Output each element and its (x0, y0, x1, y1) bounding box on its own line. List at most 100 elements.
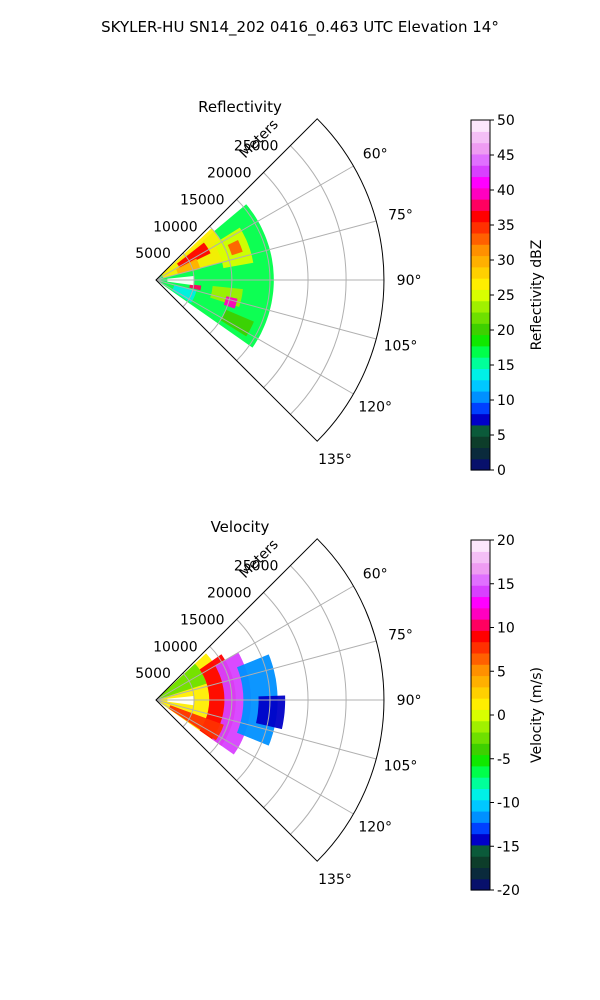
colorbar-swatch (471, 266, 490, 279)
azimuth-gridline (155, 699, 377, 760)
colorbar-swatch (471, 856, 490, 869)
colorbar-swatch (471, 675, 490, 688)
colorbar-tick-label: -15 (497, 839, 520, 855)
radial-tick-label: 20000 (207, 166, 252, 182)
colorbar-swatch (471, 300, 490, 313)
colorbar-swatch (471, 822, 490, 835)
colorbar-swatch (471, 436, 490, 449)
azimuth-gridline (155, 585, 354, 701)
angle-tick-label: 120° (358, 400, 392, 416)
angle-tick-label: 90° (397, 273, 422, 289)
colorbar-swatch (471, 810, 490, 823)
colorbar-swatch (471, 664, 490, 677)
radial-tick-label: 25000 (234, 139, 279, 155)
echo-region (177, 242, 211, 269)
colorbar-swatch (471, 447, 490, 460)
colorbar-tick-label: 15 (497, 358, 515, 374)
figure-title: SKYLER-HU SN14_202 0416_0.463 UTC Elevat… (101, 18, 499, 37)
radial-tick-label: 25000 (234, 559, 279, 575)
colorbar-tick-label: 0 (497, 463, 506, 479)
colorbar-tick-label: 10 (497, 621, 515, 637)
colorbar-swatch (471, 402, 490, 415)
colorbar-swatch (471, 289, 490, 302)
colorbar-swatch (471, 357, 490, 369)
angle-tick-label: 75° (388, 628, 413, 644)
colorbar-swatch (471, 844, 490, 857)
angle-tick-label: 60° (363, 567, 388, 583)
radial-tick-label: 15000 (180, 612, 225, 628)
colorbar-tick-label: 35 (497, 218, 515, 234)
colorbar-swatch (471, 458, 490, 471)
colorbar-tick-label: 20 (497, 533, 515, 549)
colorbar-swatch (471, 120, 490, 132)
echo-region (156, 663, 207, 700)
angle-tick-label: 105° (384, 339, 418, 355)
colorbar-swatch (471, 540, 490, 552)
colorbar-swatch (471, 131, 490, 144)
colorbar-swatch (471, 221, 490, 234)
angle-tick-label: 135° (318, 872, 352, 888)
sector-frame (155, 538, 385, 862)
colorbar-swatch (471, 244, 490, 257)
colorbar-tick-label: -10 (497, 796, 520, 812)
colorbar-tick-label: -5 (497, 752, 511, 768)
echo-region (189, 284, 202, 291)
azimuth-gridline (155, 699, 354, 815)
radial-tick-label: 5000 (135, 246, 171, 262)
colorbar-swatch (471, 413, 490, 426)
azimuth-gridline (155, 279, 377, 340)
colorbar-tick-label: 40 (497, 183, 515, 199)
azimuth-gridline (155, 279, 354, 395)
colorbar-tick-label: 5 (497, 428, 506, 444)
radial-tick-label: 10000 (153, 639, 198, 655)
colorbar-swatch (471, 187, 490, 200)
colorbar-swatch (471, 232, 490, 245)
sector-frame (155, 118, 385, 442)
colorbar-swatch (471, 255, 490, 268)
colorbar-tick-label: 25 (497, 288, 515, 304)
echo-region (176, 258, 201, 275)
azimuth-gridline (155, 640, 377, 701)
colorbar-tick-label: -20 (497, 883, 520, 899)
echo-region (227, 240, 243, 256)
radial-tick-label: 5000 (135, 666, 171, 682)
radial-tick-label: 10000 (153, 219, 198, 235)
panel-title: Reflectivity (198, 98, 282, 116)
colorbar-swatch (471, 867, 490, 880)
colorbar-swatch (471, 424, 490, 437)
colorbar-label: Velocity (m/s) (529, 667, 545, 763)
colorbar-swatch (471, 607, 490, 620)
colorbar-tick-label: 5 (497, 664, 506, 680)
colorbar-swatch (471, 368, 490, 381)
colorbar-swatch (471, 199, 490, 211)
colorbar-swatch (471, 551, 490, 564)
colorbar-swatch (471, 731, 490, 744)
colorbar-swatch (471, 323, 490, 336)
angle-tick-label: 105° (384, 759, 418, 775)
colorbar-swatch (471, 210, 490, 223)
echo-region (256, 695, 286, 730)
colorbar-swatch (471, 698, 490, 710)
angle-tick-label: 90° (397, 693, 422, 709)
colorbar-swatch (471, 142, 490, 155)
colorbar-swatch (471, 165, 490, 178)
colorbar-swatch (471, 153, 490, 166)
colorbar-swatch (471, 630, 490, 643)
colorbar-swatch (471, 585, 490, 598)
colorbar-tick-label: 15 (497, 577, 515, 593)
colorbar-swatch (471, 799, 490, 812)
colorbar-swatch (471, 345, 490, 358)
colorbar-swatch (471, 334, 490, 347)
colorbar-swatch (471, 562, 490, 575)
echo-region (167, 276, 194, 286)
colorbar-swatch (471, 619, 490, 631)
radial-tick-label: 20000 (207, 586, 252, 602)
colorbar-label: Reflectivity dBZ (529, 240, 545, 351)
echo-region (167, 696, 194, 706)
colorbar-swatch (471, 878, 490, 891)
azimuth-gridline (155, 165, 354, 281)
colorbar-tick-label: 30 (497, 253, 515, 269)
angle-tick-label: 60° (363, 147, 388, 163)
